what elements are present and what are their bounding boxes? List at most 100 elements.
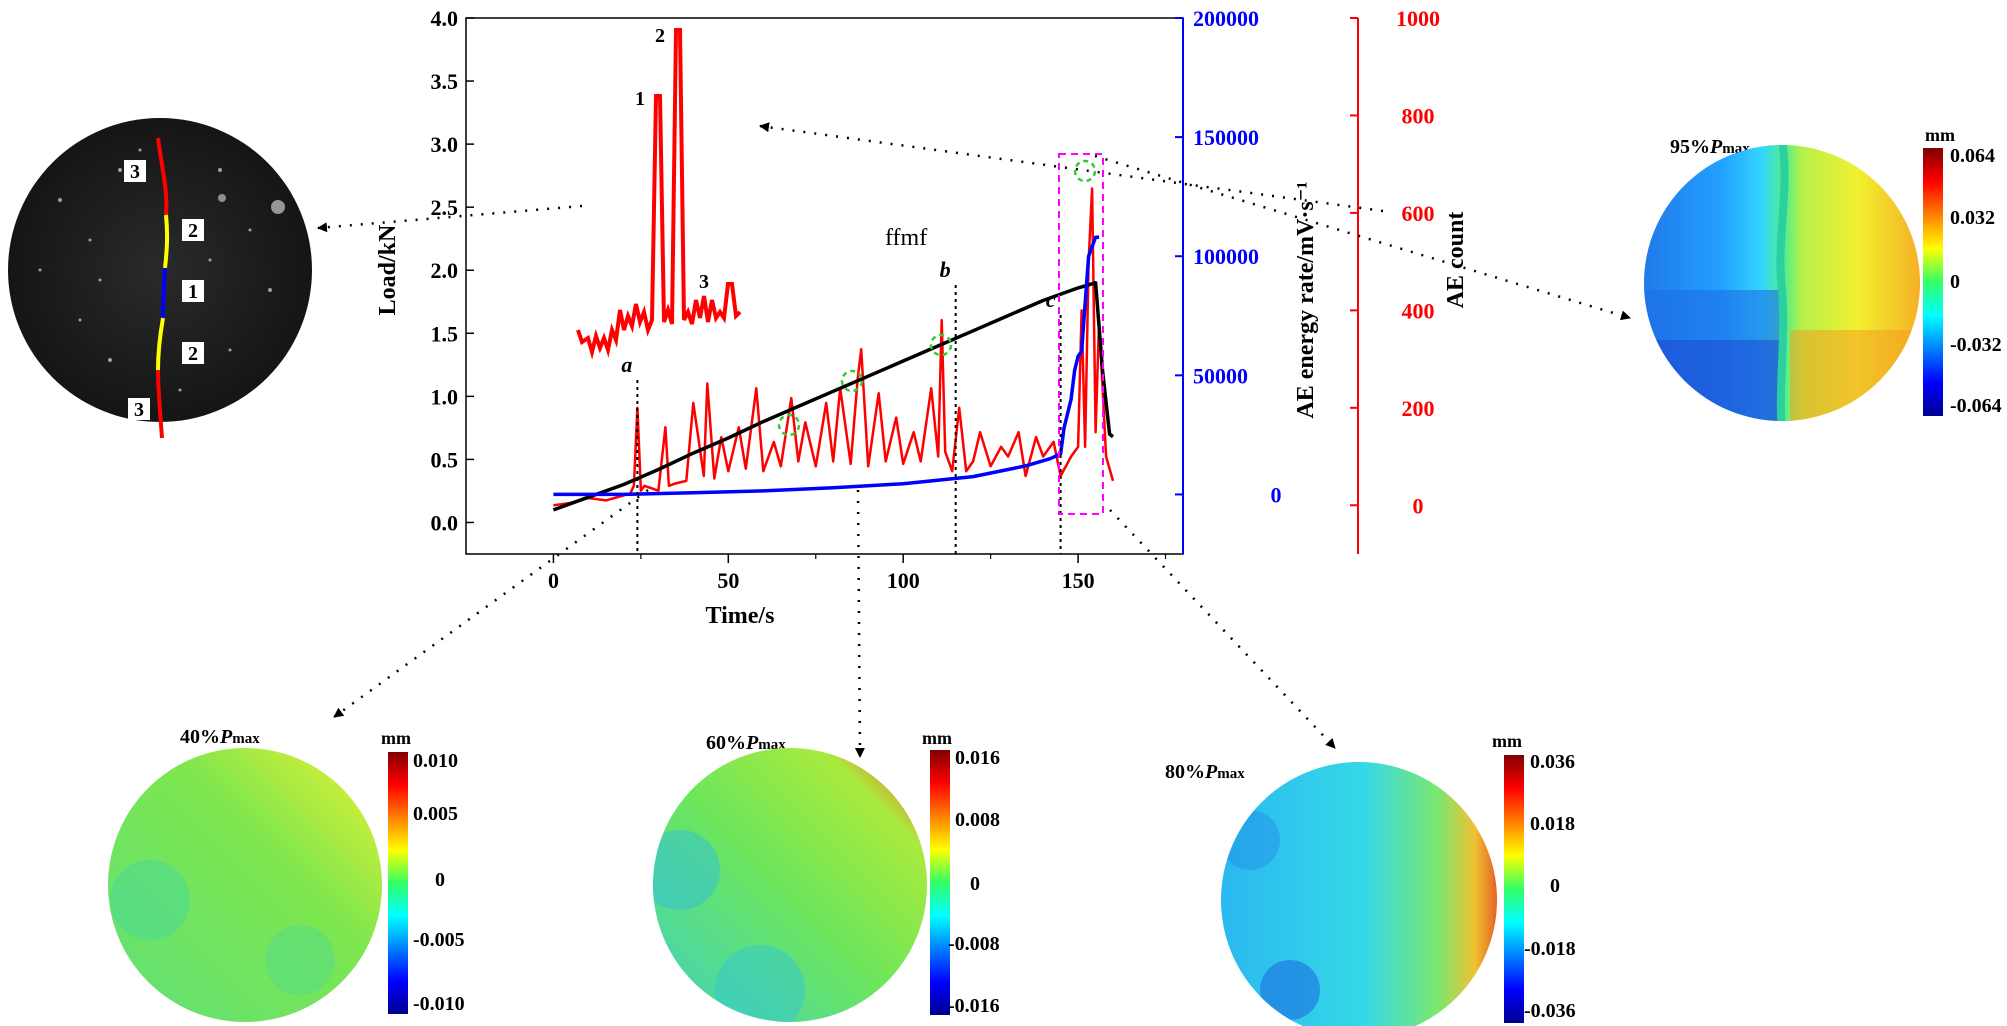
x-tick-label: 0 (548, 568, 559, 593)
y-tick-label-left: 3.0 (431, 132, 459, 157)
arrow-to-dic-80 (1109, 509, 1336, 749)
dic-panel-80: 80%Pmax mm 0.036 0.018 0 -0.018 -0.036 (1165, 731, 1576, 1026)
load-line (552, 281, 1115, 512)
ae-count-inset: 1 2 3 (576, 25, 742, 360)
arrow-to-dic-40 (333, 488, 649, 719)
event-marker-label: b (940, 257, 951, 282)
y-tick-label-count: 800 (1402, 103, 1435, 128)
peak-circle (929, 333, 953, 357)
x-tick-label: 150 (1062, 568, 1095, 593)
dic-unit: mm (922, 728, 952, 748)
y-axis-title-load: Load/kN (375, 224, 401, 315)
plot-frame (465, 17, 1184, 555)
dic-field (1221, 762, 1497, 1026)
dic-tick: 0.016 (955, 747, 1000, 769)
dic-panel-95: 95%Pmax mm 0.064 0.032 0 -0.032 -0.064 (1644, 125, 2002, 421)
x-tick-label: 50 (717, 568, 739, 593)
dic-tick: 0 (1550, 875, 1560, 897)
dic-tick: -0.036 (1524, 1000, 1576, 1022)
crack-label: 1 (188, 281, 198, 303)
y-tick-label-left: 1.0 (431, 384, 459, 409)
y-tick-label-count: 600 (1402, 201, 1435, 226)
dic-tick: 0 (435, 869, 445, 891)
failure-highlight-box (1058, 153, 1104, 515)
dic-tick: 0.008 (955, 809, 1000, 831)
arrow-to-specimen-photo (317, 204, 583, 233)
y-tick-label-count: 400 (1402, 298, 1435, 323)
dic-tick: -0.005 (413, 929, 465, 951)
dic-tick: -0.064 (1950, 395, 2002, 417)
crack-segment-2-top (163, 214, 170, 269)
failure-mode-label: ffmf (885, 225, 927, 251)
dic-unit: mm (381, 728, 411, 748)
connector-arrows (317, 122, 1631, 758)
y-tick-label-energy: 0 (1271, 482, 1282, 507)
dic-title: 80%Pmax (1165, 761, 1245, 783)
dic-colorbar (1504, 755, 1524, 1023)
peak-circle (840, 369, 864, 393)
arrow-to-dic-95 (1094, 154, 1631, 321)
crack-label: 2 (188, 343, 198, 365)
dic-unit: mm (1492, 731, 1522, 751)
crack-segment-3-top (156, 137, 169, 216)
y-tick-label-left: 2.0 (431, 258, 459, 283)
event-markers: a b c (621, 257, 1062, 554)
inset-label-2: 2 (655, 25, 665, 47)
y-tick-label-left: 0.5 (431, 447, 459, 472)
main-chart: 0 50 100 150 0.0 0.5 1.0 1.5 2.0 2.5 3.0 3.5 4.0 0 500… (375, 6, 1469, 629)
dic-tick: 0.005 (413, 803, 458, 825)
y-tick-label-energy: 200000 (1193, 6, 1259, 31)
dic-title: 95%Pmax (1670, 136, 1750, 158)
dic-tick: -0.008 (948, 933, 1000, 955)
dic-unit: mm (1925, 125, 1955, 145)
dic-field (1644, 145, 1920, 421)
dic-tick: 0 (1950, 271, 1960, 293)
dic-tick: 0 (970, 873, 980, 895)
crack-label: 2 (188, 220, 198, 242)
dic-colorbar (388, 752, 408, 1014)
dic-colorbar (930, 750, 950, 1015)
peak-circle (777, 413, 801, 437)
y-axis-title-count: AE count (1443, 212, 1469, 309)
dic-panel-60: 60%Pmax mm 0.016 0.008 0 -0.008 -0.016 (653, 728, 1000, 1022)
crack-segment-3-bottom (156, 369, 164, 439)
chart-axes: 0 50 100 150 0.0 0.5 1.0 1.5 2.0 2.5 3.0 3.5 4.0 0 500… (431, 6, 1441, 593)
crack-segment-1 (161, 267, 167, 319)
event-marker-label: a (621, 352, 632, 377)
dic-field (653, 748, 927, 1022)
crack-segment-labels: 3 2 1 2 3 (124, 160, 204, 421)
arrow-to-dic-60 (854, 489, 865, 758)
event-marker-label: c (1046, 287, 1056, 312)
dic-panel-40: 40%Pmax mm 0.010 0.005 0 -0.005 -0.010 (108, 726, 465, 1022)
chart-series (552, 187, 1115, 512)
y-tick-label-left: 1.5 (431, 321, 459, 346)
dic-tick: 0.018 (1530, 813, 1575, 835)
y-tick-label-left: 3.5 (431, 69, 459, 94)
ae-energy-line (553, 235, 1100, 497)
y-tick-label-count: 0 (1413, 493, 1424, 518)
y-tick-label-left: 0.0 (431, 510, 459, 535)
dic-tick: 0.010 (413, 750, 458, 772)
dic-tick: 0.032 (1950, 207, 1995, 229)
y-tick-label-left: 4.0 (431, 6, 459, 31)
dic-tick: 0.064 (1950, 145, 1995, 167)
y-tick-label-count: 1000 (1396, 6, 1440, 31)
dic-colorbar (1923, 148, 1943, 416)
specimen-disc (8, 118, 312, 422)
crack-label: 3 (134, 399, 144, 421)
x-tick-label: 100 (887, 568, 920, 593)
dic-tick: -0.016 (948, 995, 1000, 1017)
x-axis-title: Time/s (706, 603, 775, 629)
dic-tick: -0.010 (413, 993, 465, 1015)
y-tick-label-energy: 50000 (1193, 363, 1248, 388)
crack-label: 3 (130, 161, 140, 183)
y-tick-label-energy: 100000 (1193, 244, 1259, 269)
specimen-photo: 3 2 1 2 3 (8, 118, 312, 439)
inset-label-3: 3 (699, 271, 709, 293)
dic-field (108, 748, 382, 1022)
peak-circles (777, 159, 1097, 437)
y-tick-label-left: 2.5 (431, 195, 459, 220)
y-tick-label-energy: 150000 (1193, 125, 1259, 150)
